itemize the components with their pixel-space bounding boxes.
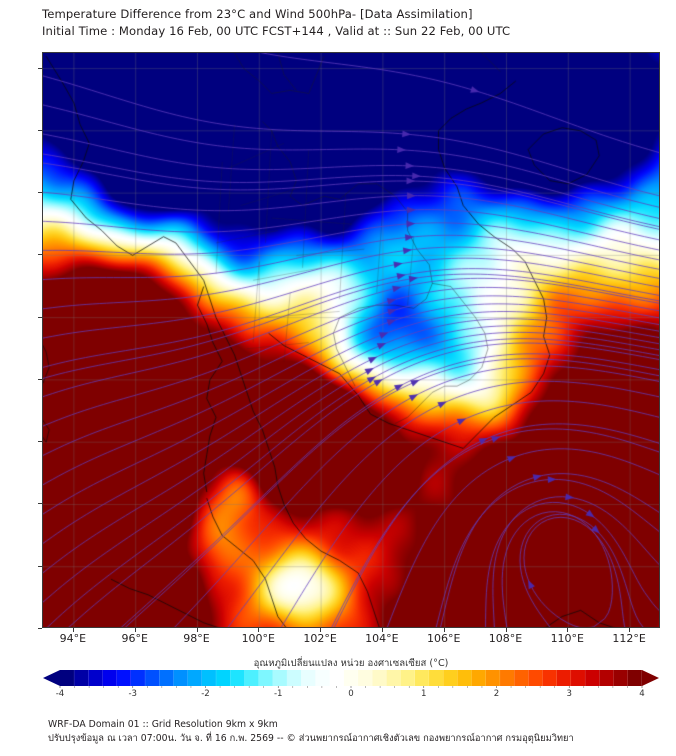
colorbar-gradient: [42, 668, 660, 688]
y-axis-tick: [38, 503, 42, 505]
colorbar-tick--2: -2: [201, 689, 210, 699]
x-axis-tick: [505, 628, 507, 632]
x-axis-tick: [134, 628, 136, 632]
colorbar-tick-4: 4: [639, 689, 645, 699]
colorbar-label: อุณหภูมิเปลี่ยนแปลง หน่วย องศาเซลเซียส (…: [253, 658, 449, 669]
x-axis-tick: [258, 628, 260, 632]
map-plot-area: [42, 52, 660, 628]
temperature-anomaly-map: [43, 53, 659, 627]
colorbar-tick-3: 3: [566, 689, 572, 699]
y-axis-tick: [38, 254, 42, 256]
footer-block: WRF-DA Domain 01 :: Grid Resolution 9km …: [48, 718, 668, 745]
y-axis-tick: [38, 441, 42, 443]
footer-line-domain: WRF-DA Domain 01 :: Grid Resolution 9km …: [48, 719, 278, 730]
x-axis-tick: [443, 628, 445, 632]
x-axis-tick: [629, 628, 631, 632]
chart-title-block: Temperature Difference from 23°C and Win…: [42, 6, 662, 39]
colorbar-tick--1: -1: [273, 689, 283, 699]
x-axis-label-98°E: 98°E: [183, 632, 210, 645]
x-axis-label-102°E: 102°E: [303, 632, 337, 645]
chart-title-line-2: Initial Time : Monday 16 Feb, 00 UTC FCS…: [42, 23, 511, 38]
colorbar-tick-1: 1: [421, 689, 427, 699]
colorbar-tick-2: 2: [493, 689, 500, 699]
y-axis-tick: [38, 565, 42, 567]
x-axis-label-96°E: 96°E: [121, 632, 148, 645]
x-axis-label-106°E: 106°E: [426, 632, 461, 645]
x-axis-tick: [320, 628, 322, 632]
colorbar-tick-0: 0: [348, 689, 354, 699]
y-axis-tick: [38, 67, 42, 69]
footer-line-credit: ปรับปรุงข้อมูล ณ เวลา 07:00น. วัน จ. ที่…: [48, 732, 574, 744]
y-axis-tick: [38, 316, 42, 318]
x-axis-label-112°E: 112°E: [612, 632, 646, 645]
x-axis-label-100°E: 100°E: [241, 632, 276, 645]
y-axis-tick: [38, 628, 42, 629]
x-axis-label-104°E: 104°E: [365, 632, 399, 645]
colorbar: อุณหภูมิเปลี่ยนแปลง หน่วย องศาเซลเซียส (…: [42, 658, 660, 704]
x-axis-label-110°E: 110°E: [550, 632, 585, 645]
x-axis-label-108°E: 108°E: [488, 632, 523, 645]
x-axis-tick: [72, 628, 74, 632]
x-axis-tick: [196, 628, 198, 632]
x-axis-tick: [567, 628, 569, 632]
chart-title-line-1: Temperature Difference from 23°C and Win…: [42, 7, 473, 21]
x-axis-tick: [381, 628, 383, 632]
y-axis-tick: [38, 129, 42, 131]
x-axis-label-94°E: 94°E: [59, 632, 87, 645]
y-axis-tick: [38, 192, 42, 194]
y-axis-tick: [38, 378, 42, 380]
colorbar-tick--3: -3: [128, 689, 138, 699]
colorbar-tick--4: -4: [55, 689, 65, 699]
